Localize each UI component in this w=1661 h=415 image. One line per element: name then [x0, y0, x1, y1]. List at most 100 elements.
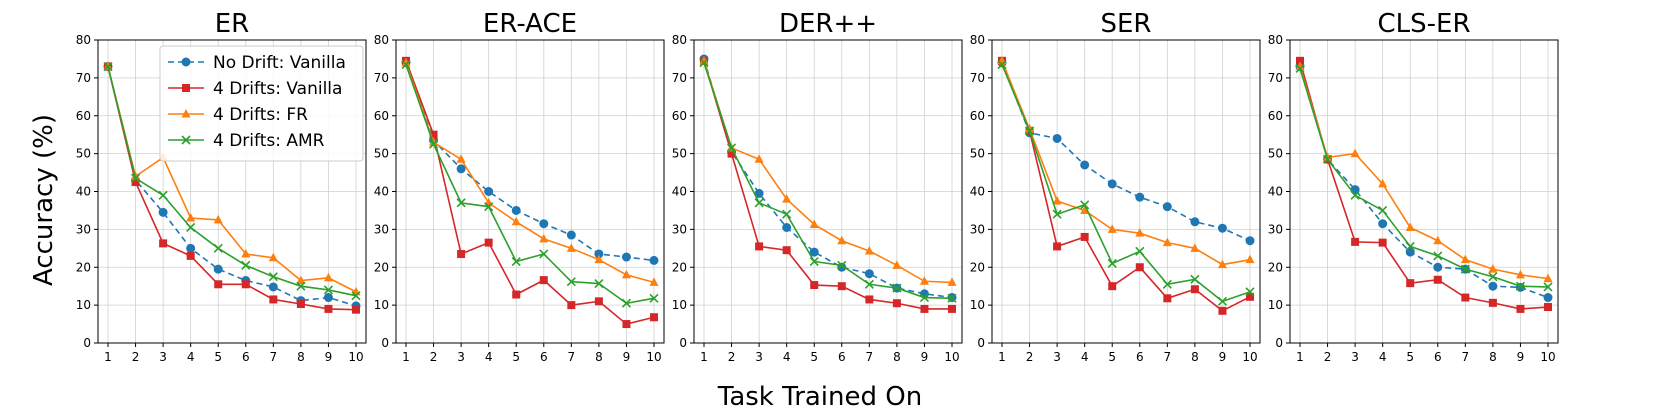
data-point — [1378, 219, 1388, 229]
data-point — [755, 242, 764, 251]
data-point — [1163, 294, 1172, 303]
y-tick-label: 50 — [970, 147, 985, 161]
plot-frame — [1289, 39, 1559, 344]
data-point — [1405, 241, 1415, 251]
data-point — [1350, 148, 1360, 158]
y-tick-label: 20 — [672, 260, 687, 274]
series-line — [703, 62, 953, 300]
y-tick-label: 70 — [672, 71, 687, 85]
y-tick-label: 10 — [1268, 298, 1283, 312]
data-point — [456, 164, 466, 174]
data-point — [323, 293, 333, 303]
x-tick-label: 1 — [998, 350, 1006, 364]
y-tick-label: 70 — [970, 71, 985, 85]
data-point — [864, 279, 874, 289]
x-tick-label: 3 — [755, 350, 763, 364]
x-tick-label: 4 — [485, 350, 493, 364]
data-point — [269, 295, 278, 304]
x-tick-label: 1 — [402, 350, 410, 364]
x-tick-label: 3 — [457, 350, 465, 364]
series-line — [703, 60, 952, 310]
series-line — [1299, 66, 1549, 299]
data-point — [186, 213, 196, 222]
data-point — [1295, 61, 1305, 71]
series-line — [1299, 60, 1549, 310]
data-point — [1218, 306, 1227, 315]
y-tick-label: 20 — [970, 260, 985, 274]
data-point — [1135, 263, 1144, 272]
panel-cls-er: 0 10 20 30 40 50 60 70 80 1 2 3 4 5 6 7 8 9 10 CLS-ER — [1268, 9, 1559, 364]
series-line — [1001, 60, 1251, 312]
series-4-drifts-amr — [103, 61, 361, 301]
x-tick-label: 6 — [1434, 350, 1442, 364]
y-tick-label: 70 — [374, 71, 389, 85]
data-point — [484, 238, 493, 247]
x-tick-label: 1 — [700, 350, 708, 364]
data-point — [1245, 236, 1255, 246]
data-point — [352, 305, 360, 314]
data-point — [754, 154, 764, 163]
data-point — [810, 281, 819, 290]
data-point — [1488, 264, 1498, 273]
plot-frame — [395, 39, 665, 344]
y-tick-label: 50 — [76, 147, 91, 161]
x-tick-label: 3 — [1351, 350, 1359, 364]
data-point — [1190, 243, 1200, 252]
y-tick-label: 0 — [381, 336, 389, 350]
data-point — [809, 257, 819, 267]
data-point — [401, 60, 411, 70]
y-tick-label: 10 — [76, 298, 91, 312]
data-point — [457, 249, 466, 258]
data-point — [621, 269, 631, 279]
data-point — [1053, 242, 1062, 251]
series-line — [405, 64, 655, 305]
series-4-drifts-vanilla — [402, 56, 658, 329]
data-point — [539, 276, 548, 285]
data-point — [622, 320, 631, 329]
y-tick-label: 30 — [1268, 222, 1283, 236]
y-tick-label: 30 — [672, 222, 687, 236]
data-point — [213, 243, 223, 253]
data-point — [323, 272, 333, 282]
legend-marker — [181, 109, 191, 118]
data-point — [1405, 247, 1415, 257]
data-point — [649, 293, 659, 303]
series-4-drifts-fr — [699, 55, 957, 286]
data-point — [1135, 246, 1145, 256]
data-point — [429, 137, 439, 146]
data-point — [1544, 303, 1552, 312]
data-point — [865, 295, 874, 304]
y-tick-label: 20 — [374, 260, 389, 274]
x-tick-label: 6 — [1136, 350, 1144, 364]
data-point — [782, 222, 792, 232]
data-point — [1190, 285, 1199, 294]
panel-der: 0 10 20 30 40 50 60 70 80 1 2 3 4 5 6 7 8 9 10 DER++ — [672, 9, 963, 364]
data-point — [1515, 269, 1525, 279]
x-tick-label: 8 — [1191, 350, 1199, 364]
series-line — [703, 58, 953, 299]
y-axis-label: Accuracy (%) — [29, 114, 59, 286]
y-tick-label: 40 — [970, 185, 985, 199]
y-tick-label: 30 — [970, 222, 985, 236]
data-point — [241, 280, 250, 289]
data-point — [268, 282, 278, 292]
x-tick-label: 6 — [540, 350, 548, 364]
legend-label: 4 Drifts: AMR — [213, 131, 325, 151]
series-line — [405, 62, 655, 284]
series-4-drifts-amr — [997, 60, 1255, 306]
legend-label: 4 Drifts: Vanilla — [213, 79, 342, 99]
data-point — [539, 249, 549, 259]
data-point — [1135, 228, 1145, 237]
series-4-drifts-fr — [1295, 61, 1553, 283]
data-point — [1295, 63, 1305, 73]
x-tick-label: 2 — [132, 350, 140, 364]
x-tick-label: 2 — [430, 350, 438, 364]
x-tick-label: 9 — [921, 350, 929, 364]
data-point — [324, 304, 333, 313]
data-point — [1107, 258, 1117, 269]
data-point — [809, 219, 819, 228]
x-tick-label: 5 — [1108, 350, 1116, 364]
data-point — [158, 190, 168, 200]
data-point — [837, 235, 847, 245]
